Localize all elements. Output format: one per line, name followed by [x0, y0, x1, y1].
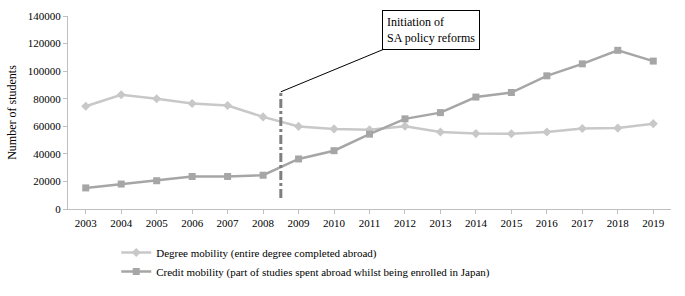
- svg-text:2003: 2003: [75, 217, 98, 229]
- svg-text:Degree mobility (entire degree: Degree mobility (entire degree completed…: [156, 247, 377, 260]
- svg-text:140000: 140000: [28, 10, 62, 22]
- svg-text:2017: 2017: [571, 217, 594, 229]
- svg-text:80000: 80000: [33, 93, 61, 105]
- svg-text:Number of students: Number of students: [5, 65, 19, 160]
- svg-text:2011: 2011: [359, 217, 381, 229]
- svg-text:2005: 2005: [146, 217, 169, 229]
- svg-text:2013: 2013: [429, 217, 452, 229]
- svg-text:120000: 120000: [28, 37, 62, 49]
- svg-text:20000: 20000: [33, 175, 61, 187]
- svg-text:2006: 2006: [181, 217, 204, 229]
- svg-text:2009: 2009: [288, 217, 311, 229]
- svg-text:40000: 40000: [33, 148, 61, 160]
- svg-text:2008: 2008: [252, 217, 275, 229]
- svg-text:2010: 2010: [323, 217, 346, 229]
- svg-text:2016: 2016: [536, 217, 559, 229]
- svg-text:Initiation ofSA policy reforms: Initiation ofSA policy reforms: [387, 15, 475, 45]
- svg-text:2019: 2019: [642, 217, 665, 229]
- svg-text:2018: 2018: [607, 217, 630, 229]
- svg-text:2014: 2014: [465, 217, 488, 229]
- svg-text:2007: 2007: [217, 217, 240, 229]
- svg-text:2015: 2015: [500, 217, 523, 229]
- svg-text:2012: 2012: [394, 217, 416, 229]
- svg-text:0: 0: [55, 203, 61, 215]
- svg-text:Credit mobility (part of studi: Credit mobility (part of studies spent a…: [156, 266, 490, 279]
- svg-text:2004: 2004: [110, 217, 132, 229]
- svg-text:60000: 60000: [33, 120, 61, 132]
- svg-text:100000: 100000: [28, 65, 62, 77]
